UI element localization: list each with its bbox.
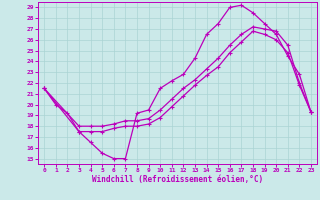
X-axis label: Windchill (Refroidissement éolien,°C): Windchill (Refroidissement éolien,°C)	[92, 175, 263, 184]
